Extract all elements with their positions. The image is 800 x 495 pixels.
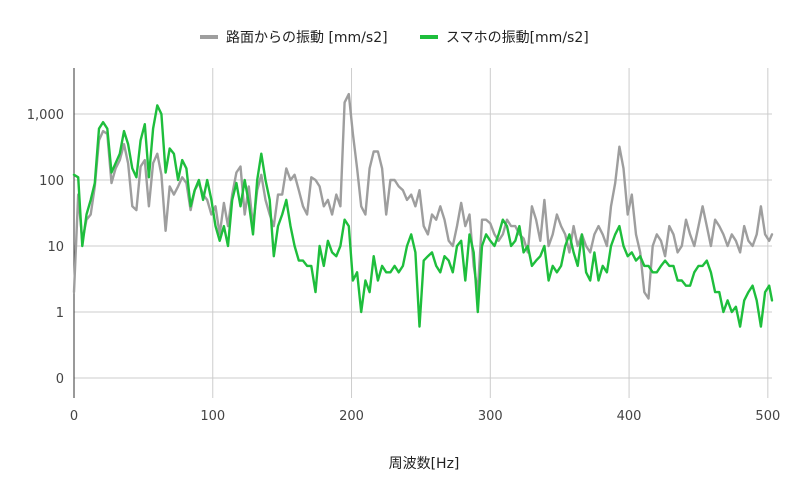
x-axis-ticks: 0 100 200 300 400 500 [70,409,780,424]
y-tick-label: 0 [56,372,64,387]
y-tick-label: 1 [56,306,64,321]
legend-label-2: スマホの振動[mm/s2] [446,30,589,46]
x-tick-label: 100 [200,409,225,424]
legend-label-1: 路面からの振動 [mm/s2] [226,30,388,46]
y-tick-label: 100 [39,174,64,189]
series-line-2 [72,104,774,328]
x-tick-label: 400 [617,409,642,424]
x-tick-label: 0 [70,409,78,424]
y-tick-label: 1,000 [27,108,64,123]
y-axis-ticks: 0 1 10 100 1,000 [27,108,64,387]
y-tick-label: 10 [47,240,64,255]
x-tick-label: 200 [339,409,364,424]
series-line-1 [72,92,774,300]
x-axis-title: 周波数[Hz] [389,456,460,472]
legend: 路面からの振動 [mm/s2] スマホの振動[mm/s2] [200,30,589,46]
x-tick-label: 500 [755,409,780,424]
series-layer [72,92,774,328]
x-tick-label: 300 [478,409,503,424]
